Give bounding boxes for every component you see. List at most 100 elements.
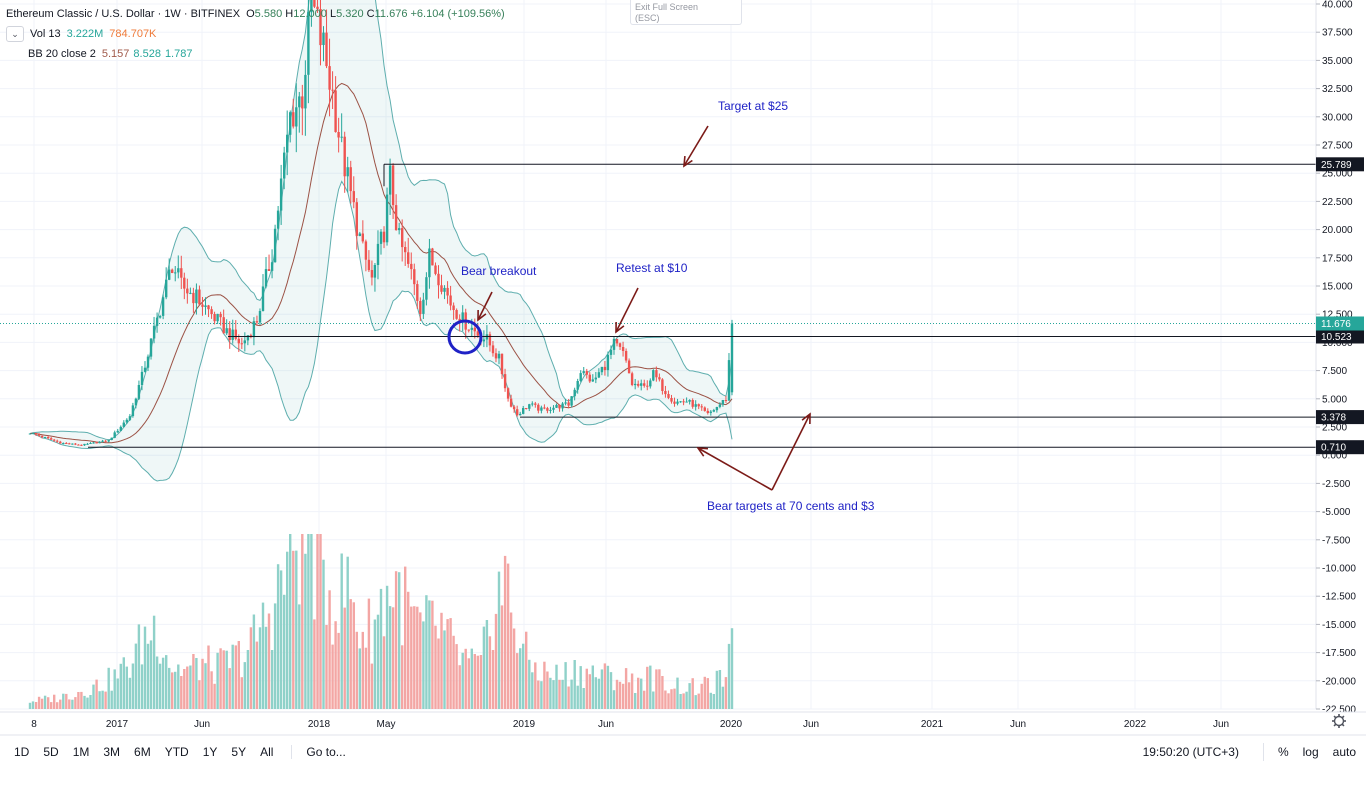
candle-body (80, 444, 83, 446)
volume-bar (43, 695, 47, 709)
timeframe-1d[interactable]: 1D (14, 745, 30, 759)
timeframe-3m[interactable]: 3M (103, 745, 121, 759)
candle (649, 378, 652, 389)
volume-bar (703, 676, 706, 709)
volume-bar (80, 691, 83, 709)
bb-indicator-label[interactable]: BB 20 close 2 (28, 47, 96, 60)
candle-body (643, 383, 646, 386)
price-tick-label: 7.500 (1322, 366, 1347, 377)
candle (555, 403, 558, 409)
volume-bar (458, 665, 461, 709)
timeframe-ytd[interactable]: YTD (164, 745, 189, 759)
volume-bar (624, 668, 628, 709)
level-badge: 10.523 (1316, 329, 1364, 344)
volume-bar (407, 591, 410, 709)
candle (83, 443, 86, 446)
candle-body (31, 433, 35, 434)
timeframe-all[interactable]: All (260, 745, 274, 759)
candle-body (555, 404, 558, 408)
candle (349, 160, 352, 204)
volume-bar (661, 676, 664, 709)
price-chart[interactable]: Target at $25 Bear breakout Retest at $10 B… (0, 0, 1366, 736)
price-tick-label: 32.500 (1322, 84, 1353, 95)
candle-body (255, 321, 259, 323)
candle-body (289, 112, 292, 135)
candle-body (431, 248, 434, 266)
volume-bar (516, 653, 519, 709)
volume-bar (331, 644, 334, 709)
candle-body (676, 401, 679, 404)
candle (546, 406, 549, 414)
auto-scale-toggle[interactable]: auto (1332, 745, 1356, 759)
volume-bar (509, 612, 513, 709)
volume-indicator-label[interactable]: Vol 13 (30, 27, 61, 40)
volume-bar (328, 590, 331, 709)
volume-bar (497, 571, 501, 709)
candle (28, 433, 32, 435)
timeframe-6m[interactable]: 6M (134, 745, 151, 759)
candle-body (43, 437, 47, 438)
candle-body (364, 241, 368, 260)
volume-bar (685, 691, 688, 709)
percent-scale-toggle[interactable]: % (1277, 745, 1289, 759)
price-tick-label: -5.000 (1322, 507, 1351, 518)
time-tick-label: Jun (194, 719, 210, 730)
candle-body (422, 299, 425, 314)
volume-bar (467, 658, 470, 709)
timeframe-5d[interactable]: 5D (43, 745, 59, 759)
goto-date-button[interactable]: Go to... (291, 745, 346, 759)
volume-bar (158, 663, 162, 709)
timeframe-5y[interactable]: 5Y (231, 745, 247, 759)
candle-body (370, 270, 374, 278)
log-scale-toggle[interactable]: log (1302, 745, 1319, 759)
volume-bar (364, 647, 368, 709)
candle-body (361, 233, 364, 242)
volume-bar (594, 677, 597, 709)
timeframe-1y[interactable]: 1Y (202, 745, 218, 759)
time-axis: 8 2017 Jun 2018 May 2019 Jun 2020 Jun 2021 Jun 2022… (0, 711, 1366, 736)
candle (401, 219, 404, 262)
candle (603, 361, 607, 376)
time-tick-label: 8 (31, 719, 37, 730)
candle (240, 337, 243, 350)
candle-body (183, 277, 186, 289)
candle-body (588, 374, 591, 382)
candle-body (579, 373, 582, 381)
candle-body (165, 279, 168, 298)
candle (606, 351, 610, 377)
gear-tooth (1333, 723, 1337, 727)
candle (634, 378, 637, 390)
candle (561, 402, 564, 412)
candle (74, 442, 77, 446)
candle-body (452, 305, 455, 310)
gear-icon[interactable] (1332, 714, 1346, 728)
price-tick-label: 0.000 (1322, 451, 1347, 462)
volume-bar (295, 550, 298, 709)
time-tick-label: Jun (803, 719, 819, 730)
volume-bar (62, 693, 65, 709)
volume-bar (519, 648, 522, 709)
candle-body (470, 327, 473, 330)
candle-body (394, 205, 398, 231)
volume-bar (558, 679, 561, 709)
candle-body (437, 273, 440, 286)
candle-body (528, 404, 531, 409)
candle (494, 348, 498, 363)
candle-body (407, 252, 410, 264)
candle (225, 319, 228, 336)
candle-body (119, 426, 122, 431)
candle (325, 9, 328, 69)
timeframe-1m[interactable]: 1M (72, 745, 90, 759)
exit-full-screen-button[interactable]: Exit Full Screen (ESC) (630, 0, 742, 25)
clock-display[interactable]: 19:50:20 (UTC+3) (1142, 745, 1239, 759)
candle (652, 369, 655, 382)
volume-bar (676, 677, 679, 709)
candle (234, 320, 237, 341)
candle-body (189, 292, 192, 294)
price-tick-label: -15.000 (1322, 620, 1356, 631)
candle (50, 436, 53, 440)
chevron-down-icon[interactable]: ⌄ (6, 26, 24, 42)
candle (537, 403, 540, 414)
candle-body (655, 370, 658, 378)
volume-bar (92, 684, 95, 709)
